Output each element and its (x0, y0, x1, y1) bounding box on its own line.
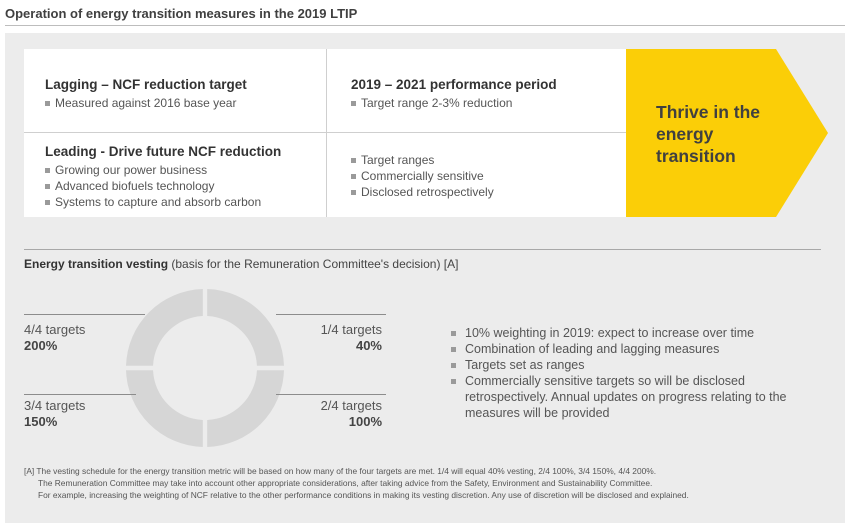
performance-period-cell: 2019 – 2021 performance period Target ra… (351, 76, 621, 111)
segment-label-3-of-4: 3/4 targets 150% (24, 398, 85, 430)
measures-vertical-divider (326, 49, 327, 217)
section-divider (24, 249, 821, 250)
vesting-title: Energy transition vesting (basis for the… (24, 257, 458, 271)
donut-segment (126, 289, 203, 366)
leading-list: Growing our power business Advanced biof… (45, 162, 323, 210)
list-item: Measured against 2016 base year (45, 95, 320, 111)
vesting-donut (126, 289, 284, 447)
vesting-title-rest: (basis for the Remuneration Committee's … (168, 257, 459, 271)
donut-segment (207, 289, 284, 366)
arrow-shape (626, 49, 828, 217)
leading-heading: Leading - Drive future NCF reduction (45, 144, 282, 159)
leading-measure-cell: Leading - Drive future NCF reduction Gro… (45, 143, 323, 210)
segment-label-2-of-4: 2/4 targets 100% (286, 398, 382, 430)
donut-segment (126, 370, 203, 447)
segment-label-text: 2/4 targets (320, 398, 382, 413)
footnote-line: The Remuneration Committee may take into… (38, 478, 653, 488)
performance-list: Target range 2-3% reduction (351, 95, 621, 111)
target-notes-cell: Target ranges Commercially sensitive Dis… (351, 152, 621, 200)
leader-line (276, 314, 386, 315)
list-item: Combination of leading and lagging measu… (449, 341, 809, 357)
segment-value: 100% (348, 414, 382, 429)
footnote: [A] The vesting schedule for the energy … (24, 465, 824, 501)
footnote-line: [A] The vesting schedule for the energy … (24, 466, 657, 476)
page-title: Operation of energy transition measures … (5, 6, 358, 21)
list-item: Disclosed retrospectively (351, 184, 621, 200)
list-item: Systems to capture and absorb carbon (45, 194, 323, 210)
list-item: Target ranges (351, 152, 621, 168)
segment-label-1-of-4: 1/4 targets 40% (286, 322, 382, 354)
leader-line (276, 394, 386, 395)
segment-label-text: 1/4 targets (320, 322, 382, 337)
segment-value: 150% (24, 414, 58, 429)
segment-value: 40% (355, 338, 382, 353)
list-item: Commercially sensitive targets so will b… (449, 373, 809, 421)
list-item: Growing our power business (45, 162, 323, 178)
lagging-measure-cell: Lagging – NCF reduction target Measured … (45, 76, 320, 111)
measures-box (24, 49, 626, 217)
list-item: Targets set as ranges (449, 357, 809, 373)
list-item: Advanced biofuels technology (45, 178, 323, 194)
list-item: Commercially sensitive (351, 168, 621, 184)
segment-label-text: 3/4 targets (24, 398, 86, 413)
lagging-heading: Lagging – NCF reduction target (45, 77, 247, 92)
leader-line (24, 394, 136, 395)
footnote-line: For example, increasing the weighting of… (38, 490, 689, 500)
measures-horizontal-divider (24, 132, 626, 133)
donut-segment (207, 370, 284, 447)
leader-line (24, 314, 145, 315)
list-item: 10% weighting in 2019: expect to increas… (449, 325, 809, 341)
target-notes-list: Target ranges Commercially sensitive Dis… (351, 152, 621, 200)
segment-label-text: 4/4 targets (24, 322, 86, 337)
title-divider (5, 25, 845, 26)
segment-value: 200% (24, 338, 58, 353)
segment-label-4-of-4: 4/4 targets 200% (24, 322, 85, 354)
vesting-title-bold: Energy transition vesting (24, 257, 169, 271)
lagging-list: Measured against 2016 base year (45, 95, 320, 111)
performance-heading: 2019 – 2021 performance period (351, 77, 557, 92)
list-item: Target range 2-3% reduction (351, 95, 621, 111)
thrive-arrow (626, 49, 828, 217)
vesting-bullets: 10% weighting in 2019: expect to increas… (449, 325, 809, 421)
thrive-arrow-text: Thrive in the energy transition (656, 102, 761, 166)
